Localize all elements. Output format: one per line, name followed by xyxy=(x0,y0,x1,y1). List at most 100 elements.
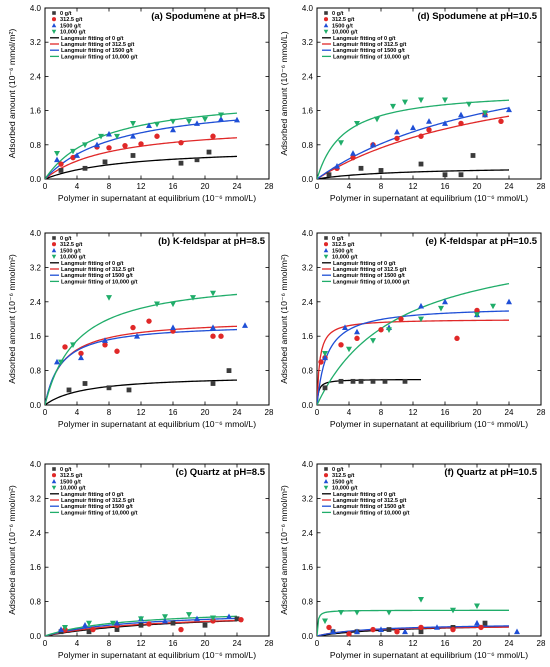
plot-frame xyxy=(44,463,270,637)
x-tick-label: 16 xyxy=(169,408,178,417)
data-point-s2 xyxy=(514,628,520,635)
data-point-s0 xyxy=(226,368,232,373)
data-point-s3 xyxy=(154,301,160,308)
data-point-s2 xyxy=(194,615,200,622)
x-tick-label: 20 xyxy=(473,182,482,191)
data-point-s1 xyxy=(398,316,404,322)
data-point-s2 xyxy=(170,126,176,133)
legend-marker-0 xyxy=(324,236,328,240)
legend-label-1: 312.5 g/t xyxy=(332,17,355,23)
data-point-s0 xyxy=(482,620,488,626)
legend-marker-1 xyxy=(323,473,329,478)
y-axis-label: Adsorbed amount (10⁻⁶ mmol/m²) xyxy=(279,485,289,615)
data-point-s0 xyxy=(322,385,328,391)
data-point-s3 xyxy=(202,116,208,123)
data-point-s0 xyxy=(358,165,364,171)
data-point-s1 xyxy=(350,154,356,161)
legend-marker-0 xyxy=(324,467,328,471)
data-point-s3 xyxy=(82,142,88,148)
y-tick-label: 2.4 xyxy=(30,298,42,307)
x-tick-label: 4 xyxy=(347,182,352,191)
data-point-s1 xyxy=(62,344,68,350)
data-point-s2 xyxy=(114,619,120,626)
data-point-s2 xyxy=(74,152,80,158)
y-tick-label: 0.8 xyxy=(30,141,42,150)
data-point-s0 xyxy=(418,161,424,167)
data-point-s0 xyxy=(210,381,216,386)
data-point-s3 xyxy=(186,612,192,618)
fit-curve-2 xyxy=(45,328,238,405)
data-point-s1 xyxy=(426,127,432,133)
data-point-s2 xyxy=(54,156,60,163)
data-point-s1 xyxy=(70,154,76,161)
data-point-s3 xyxy=(70,342,76,348)
x-tick-label: 20 xyxy=(201,408,210,417)
x-tick-label: 0 xyxy=(43,182,48,191)
data-point-s2 xyxy=(102,337,108,343)
y-tick-label: 1.6 xyxy=(30,107,42,116)
data-point-s1 xyxy=(370,626,376,633)
x-axis-label: Polymer in supernatant at equilibrium (1… xyxy=(58,650,256,660)
x-tick-label: 4 xyxy=(75,639,80,648)
y-axis-label: Adsorbed amount (10⁻⁶ mmol/m²) xyxy=(279,254,289,384)
data-point-s2 xyxy=(130,133,136,139)
legend-fit-label-0: Langmuir fitting of 0 g/t xyxy=(61,36,124,42)
fit-curve-0 xyxy=(317,169,510,179)
data-point-s1 xyxy=(478,624,484,631)
y-tick-label: 4.0 xyxy=(30,4,42,13)
x-tick-label: 28 xyxy=(537,639,546,648)
data-point-s2 xyxy=(106,130,112,137)
legend-label-0: 0 g/t xyxy=(332,236,344,242)
y-tick-label: 4.0 xyxy=(30,460,42,469)
data-point-s1 xyxy=(238,616,244,623)
data-point-s1 xyxy=(102,342,108,348)
data-point-s0 xyxy=(58,168,64,173)
legend-marker-3 xyxy=(51,254,57,259)
data-point-s0 xyxy=(126,387,132,393)
legend-label-3: 10,000 g/t xyxy=(332,30,358,36)
legend-marker-0 xyxy=(324,11,328,15)
legend-fit-label-1: Langmuir fitting of 312.5 g/t xyxy=(333,42,406,48)
x-tick-label: 20 xyxy=(201,639,210,648)
data-point-s1 xyxy=(210,133,216,139)
fit-curve-1 xyxy=(317,115,510,179)
data-point-s3 xyxy=(170,301,176,308)
data-point-s3 xyxy=(130,121,136,127)
data-point-s1 xyxy=(218,333,224,339)
data-point-s0 xyxy=(402,378,408,384)
legend-label-2: 1500 g/t xyxy=(60,248,81,254)
legend-label-0: 0 g/t xyxy=(60,236,72,242)
legend-label-2: 1500 g/t xyxy=(332,23,353,29)
x-tick-label: 12 xyxy=(409,182,418,191)
x-tick-label: 28 xyxy=(265,639,274,648)
y-tick-label: 0.8 xyxy=(302,367,314,376)
data-point-s1 xyxy=(58,161,64,167)
legend-marker-1 xyxy=(323,242,329,247)
panel-title: (b) K-feldspar at pH=8.5 xyxy=(158,236,266,247)
y-tick-label: 1.6 xyxy=(302,107,314,116)
y-tick-label: 0.8 xyxy=(302,141,314,150)
x-tick-label: 16 xyxy=(441,408,450,417)
x-tick-label: 4 xyxy=(75,408,80,417)
chart-panel-5: 0 4 8 12 16 20 24 28 0.0 0.8 1.6 2.4 3.2 4.0 Polymer i… xyxy=(279,460,546,660)
data-point-s3 xyxy=(370,338,376,344)
data-point-s0 xyxy=(202,622,208,628)
data-point-s3 xyxy=(138,616,144,622)
legend-fit-label-2: Langmuir fitting of 1500 g/t xyxy=(61,504,133,510)
legend-fit-label-1: Langmuir fitting of 312.5 g/t xyxy=(333,498,406,504)
data-point-s3 xyxy=(210,615,216,622)
legend-fit-label-2: Langmuir fitting of 1500 g/t xyxy=(333,273,405,279)
x-tick-label: 24 xyxy=(505,408,514,417)
x-tick-label: 24 xyxy=(233,408,242,417)
legend-label-1: 312.5 g/t xyxy=(332,473,355,479)
legend-fit-label-1: Langmuir fitting of 312.5 g/t xyxy=(61,267,134,273)
y-tick-label: 1.6 xyxy=(302,332,314,341)
legend-fit-label-2: Langmuir fitting of 1500 g/t xyxy=(333,504,405,510)
legend-label-0: 0 g/t xyxy=(332,11,344,17)
chart-panel-3: 0 4 8 12 16 20 24 28 0.0 0.8 1.6 2.4 3.2 4.0 Polymer i… xyxy=(279,229,546,429)
legend-fit-label-0: Langmuir fitting of 0 g/t xyxy=(61,492,124,498)
data-point-s3 xyxy=(490,303,496,310)
data-point-s2 xyxy=(474,619,480,626)
x-tick-label: 8 xyxy=(379,182,384,191)
x-tick-label: 16 xyxy=(169,639,178,648)
